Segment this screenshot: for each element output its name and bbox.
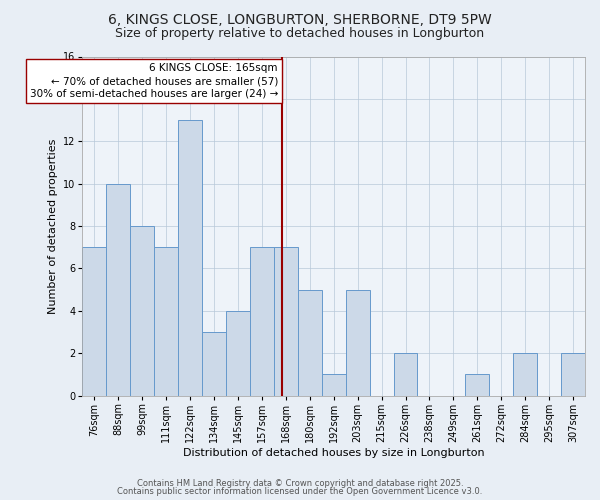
Text: Contains public sector information licensed under the Open Government Licence v3: Contains public sector information licen… xyxy=(118,487,482,496)
Text: 6 KINGS CLOSE: 165sqm
← 70% of detached houses are smaller (57)
30% of semi-deta: 6 KINGS CLOSE: 165sqm ← 70% of detached … xyxy=(29,63,278,100)
Bar xyxy=(274,247,298,396)
Bar xyxy=(82,247,106,396)
Bar xyxy=(298,290,322,396)
Bar xyxy=(106,184,130,396)
Text: Contains HM Land Registry data © Crown copyright and database right 2025.: Contains HM Land Registry data © Crown c… xyxy=(137,478,463,488)
Y-axis label: Number of detached properties: Number of detached properties xyxy=(47,138,58,314)
Bar xyxy=(394,353,418,396)
Bar xyxy=(154,247,178,396)
Bar xyxy=(322,374,346,396)
Bar xyxy=(466,374,489,396)
Bar xyxy=(202,332,226,396)
Bar xyxy=(513,353,537,396)
Text: Size of property relative to detached houses in Longburton: Size of property relative to detached ho… xyxy=(115,28,485,40)
Bar xyxy=(226,310,250,396)
Bar xyxy=(561,353,585,396)
Bar xyxy=(250,247,274,396)
Text: 6, KINGS CLOSE, LONGBURTON, SHERBORNE, DT9 5PW: 6, KINGS CLOSE, LONGBURTON, SHERBORNE, D… xyxy=(108,12,492,26)
Bar xyxy=(130,226,154,396)
Bar xyxy=(346,290,370,396)
X-axis label: Distribution of detached houses by size in Longburton: Distribution of detached houses by size … xyxy=(183,448,485,458)
Bar xyxy=(178,120,202,396)
